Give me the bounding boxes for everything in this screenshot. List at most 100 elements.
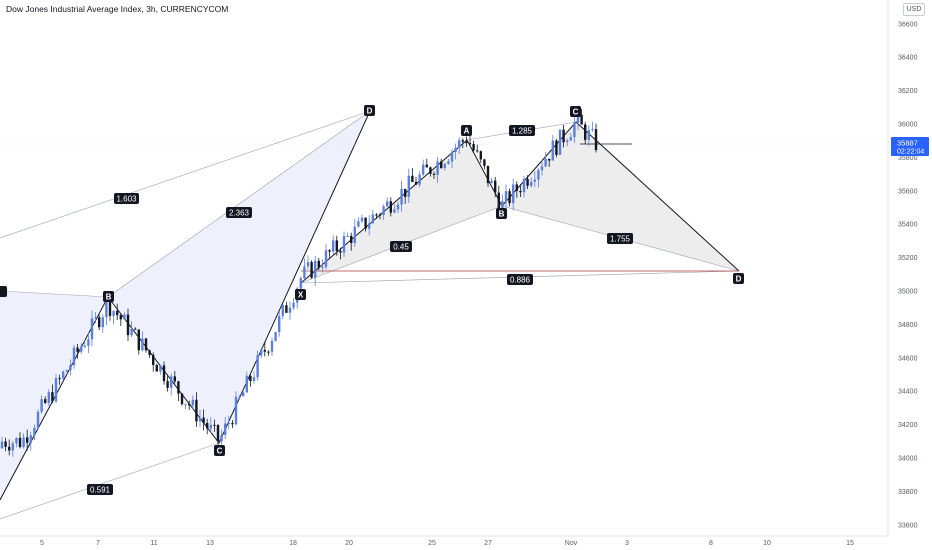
candle-body bbox=[544, 158, 547, 167]
candle-body bbox=[119, 315, 122, 320]
svg-text:X: X bbox=[298, 291, 304, 300]
candle-body bbox=[350, 235, 353, 244]
candle-body bbox=[170, 376, 173, 388]
candle-body bbox=[188, 403, 191, 406]
svg-text:D: D bbox=[736, 275, 742, 284]
candle-body bbox=[11, 443, 14, 451]
time-tick-label: 13 bbox=[206, 540, 214, 547]
ratio-label-0886: 0.886 bbox=[507, 274, 533, 285]
candle-body bbox=[0, 441, 4, 449]
candle-body bbox=[382, 206, 385, 216]
point-label-p2-d: D bbox=[733, 273, 744, 284]
candle-body bbox=[335, 240, 338, 251]
candle-body bbox=[472, 144, 475, 151]
price-tick-label: 35800 bbox=[898, 155, 918, 162]
candle-body bbox=[274, 332, 277, 341]
svg-text:C: C bbox=[217, 447, 223, 456]
price-axis[interactable]: 36600 36400 36200 36000 35800 35600 35400 35200… bbox=[898, 21, 918, 529]
candle-body bbox=[306, 262, 310, 267]
price-tick-label: 36000 bbox=[898, 122, 918, 129]
candle-body bbox=[249, 375, 252, 382]
point-label-p2-b: B bbox=[496, 208, 507, 219]
candle-body bbox=[90, 318, 94, 340]
candle-body bbox=[404, 188, 407, 197]
candle-body bbox=[551, 140, 554, 161]
candle-body bbox=[393, 209, 396, 213]
candle-body bbox=[216, 424, 220, 442]
candle-body bbox=[540, 166, 544, 171]
candle-body bbox=[548, 158, 551, 161]
price-tick-label: 35000 bbox=[898, 289, 918, 296]
candle-body bbox=[407, 175, 410, 197]
candle-body bbox=[436, 161, 439, 175]
candle-body bbox=[346, 235, 349, 237]
price-tick-label: 36200 bbox=[898, 88, 918, 95]
candle-body bbox=[342, 236, 346, 253]
time-tick-label: 27 bbox=[484, 540, 492, 547]
candle-body bbox=[263, 349, 266, 352]
candle-body bbox=[231, 422, 234, 425]
candle-body bbox=[328, 250, 331, 252]
candle-body bbox=[130, 328, 133, 336]
candle-body bbox=[303, 266, 306, 279]
point-label-p2-x: X bbox=[295, 289, 306, 300]
time-axis[interactable]: 5 7 11 13 18 20 25 27 Nov 3 8 10 15 bbox=[40, 540, 854, 547]
candle-body bbox=[497, 192, 500, 211]
current-price-tag: 35887 02:22:04 bbox=[891, 137, 929, 156]
candle-body bbox=[378, 214, 382, 216]
candle-body bbox=[58, 378, 61, 380]
candle-body bbox=[566, 140, 569, 143]
candle-body bbox=[594, 129, 598, 151]
candle-body bbox=[148, 350, 151, 355]
candle-body bbox=[18, 437, 22, 448]
candle-body bbox=[162, 365, 166, 382]
candle-body bbox=[242, 392, 245, 397]
time-tick-label: 20 bbox=[345, 540, 353, 547]
candle-body bbox=[310, 262, 313, 278]
candle-body bbox=[375, 214, 378, 216]
candle-body bbox=[591, 129, 594, 131]
point-label-p1-c: C bbox=[214, 445, 225, 456]
candle-body bbox=[141, 338, 144, 351]
candle-body bbox=[206, 422, 209, 429]
candle-body bbox=[112, 310, 115, 316]
candle-body bbox=[339, 250, 342, 253]
candle-body bbox=[62, 371, 65, 379]
candle-body bbox=[584, 124, 587, 140]
candle-body bbox=[51, 392, 54, 402]
candle-body bbox=[587, 129, 590, 140]
price-tick-label: 36600 bbox=[898, 21, 918, 28]
candle-body bbox=[461, 140, 464, 142]
candle-body bbox=[292, 302, 295, 308]
candle-body bbox=[468, 143, 472, 145]
candle-body bbox=[234, 396, 238, 425]
candle-body bbox=[137, 329, 140, 351]
candle-body bbox=[152, 354, 155, 365]
candle-body bbox=[414, 181, 418, 185]
candle-body bbox=[490, 180, 493, 184]
candle-body bbox=[389, 201, 392, 213]
svg-text:C: C bbox=[573, 108, 579, 117]
point-label-p1-d: D bbox=[364, 105, 375, 116]
candle-body bbox=[144, 338, 148, 351]
candle-body bbox=[386, 201, 389, 207]
candle-body bbox=[87, 339, 90, 346]
candle-body bbox=[558, 129, 562, 155]
candle-body bbox=[126, 314, 130, 336]
candle-body bbox=[353, 226, 356, 244]
candle-body bbox=[33, 428, 36, 436]
candle-body bbox=[285, 305, 288, 313]
svg-text:1.285: 1.285 bbox=[512, 127, 533, 136]
candle-body bbox=[573, 122, 576, 138]
candle-body bbox=[184, 403, 187, 405]
price-tick-label: 36400 bbox=[898, 55, 918, 62]
point-label-p2-c: C bbox=[570, 106, 581, 117]
candle-body bbox=[54, 378, 58, 402]
svg-text:B: B bbox=[499, 210, 505, 219]
candle-body bbox=[4, 441, 7, 447]
ratio-label-045: 0.45 bbox=[390, 241, 412, 252]
candle-body bbox=[443, 163, 446, 169]
candle-body bbox=[80, 346, 83, 352]
currency-label[interactable]: USD bbox=[903, 3, 925, 16]
